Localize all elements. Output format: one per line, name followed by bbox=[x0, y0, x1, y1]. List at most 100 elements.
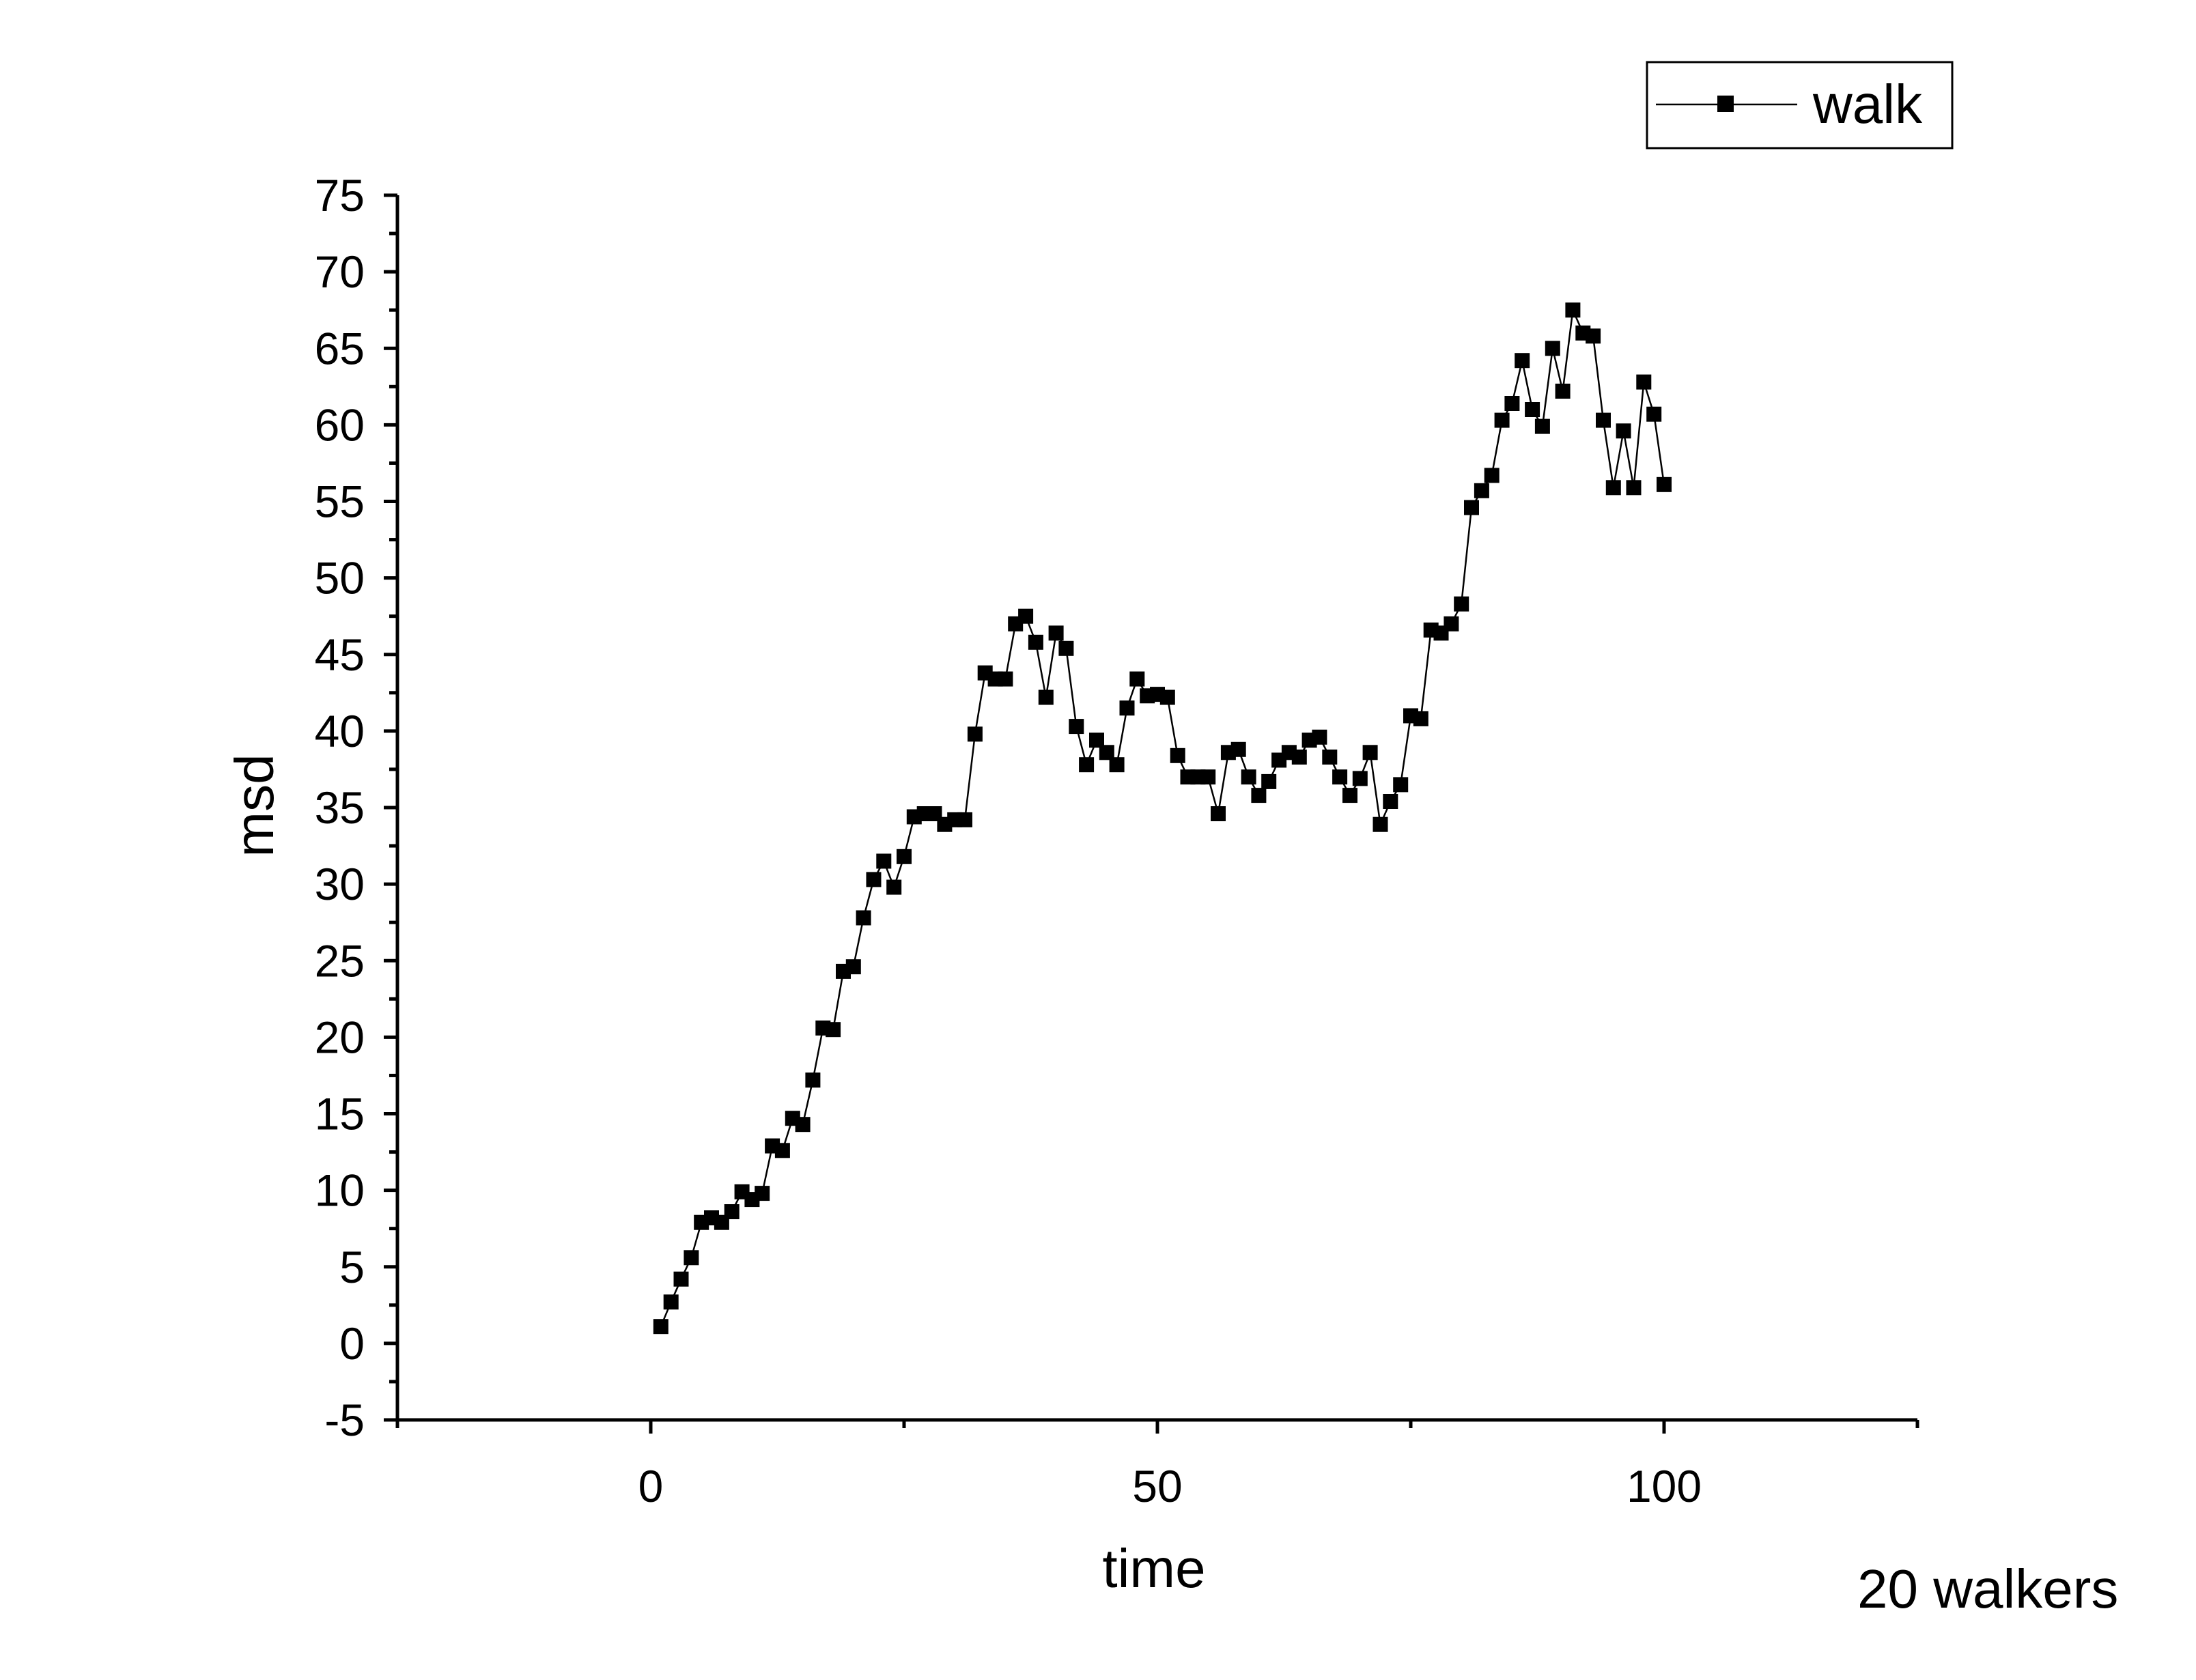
x-tick-label: 50 bbox=[1132, 1461, 1182, 1511]
data-point bbox=[897, 849, 912, 864]
y-tick-label: -5 bbox=[324, 1395, 365, 1445]
y-tick-label: 10 bbox=[315, 1165, 365, 1216]
data-point bbox=[1099, 745, 1114, 760]
data-point bbox=[1383, 794, 1398, 809]
data-point bbox=[1484, 468, 1500, 483]
y-tick-label: 15 bbox=[315, 1089, 365, 1139]
data-point bbox=[1636, 374, 1652, 390]
data-point bbox=[1079, 757, 1095, 773]
data-point bbox=[684, 1250, 699, 1266]
data-point bbox=[1342, 788, 1357, 803]
data-point bbox=[1241, 769, 1256, 785]
data-point bbox=[1626, 480, 1642, 496]
data-point bbox=[795, 1117, 811, 1133]
y-axis-title: msd bbox=[224, 754, 285, 857]
y-tick-label: 5 bbox=[339, 1242, 365, 1292]
data-point bbox=[805, 1072, 821, 1088]
data-point bbox=[1251, 788, 1267, 803]
y-tick-label: 20 bbox=[315, 1012, 365, 1062]
y-tick-label: 40 bbox=[315, 706, 365, 756]
data-point bbox=[1332, 769, 1348, 785]
data-point bbox=[845, 959, 861, 975]
data-point bbox=[1413, 711, 1428, 726]
x-axis-title: time bbox=[1102, 1538, 1205, 1599]
y-tick-label: 75 bbox=[315, 170, 365, 220]
data-point bbox=[1372, 816, 1388, 832]
data-point bbox=[1565, 302, 1581, 318]
data-point bbox=[1494, 412, 1510, 428]
data-point bbox=[673, 1271, 689, 1287]
y-tick-label: 45 bbox=[315, 629, 365, 680]
data-point bbox=[1261, 773, 1277, 789]
data-point bbox=[663, 1294, 679, 1310]
y-tick-label: 60 bbox=[315, 399, 365, 450]
data-point bbox=[886, 879, 902, 895]
data-point bbox=[1464, 500, 1479, 515]
y-tick-label: 25 bbox=[315, 935, 365, 986]
data-point bbox=[856, 910, 871, 926]
data-point bbox=[755, 1186, 770, 1201]
data-point bbox=[724, 1204, 740, 1219]
data-point bbox=[1657, 476, 1672, 492]
data-point bbox=[1444, 616, 1459, 631]
data-point bbox=[866, 872, 882, 887]
y-tick-label: 65 bbox=[315, 323, 365, 373]
data-point bbox=[1586, 328, 1601, 344]
data-point bbox=[1058, 640, 1074, 656]
data-point bbox=[1545, 341, 1560, 356]
data-point bbox=[1159, 689, 1175, 705]
x-tick-label: 0 bbox=[638, 1461, 664, 1511]
data-point bbox=[1352, 771, 1368, 786]
data-point bbox=[967, 726, 983, 742]
x-axis-ticks: 0 50 100 bbox=[395, 1420, 1919, 1511]
data-point bbox=[1170, 748, 1185, 763]
data-point bbox=[1109, 757, 1125, 773]
y-tick-label: 30 bbox=[315, 859, 365, 909]
series-walk bbox=[653, 302, 1672, 1335]
data-point bbox=[1454, 596, 1469, 612]
walkers-annotation: 20 walkers bbox=[1857, 1558, 2118, 1619]
data-point bbox=[998, 671, 1013, 687]
data-point bbox=[1515, 353, 1530, 369]
data-point bbox=[1038, 689, 1054, 705]
data-point bbox=[1230, 741, 1246, 757]
series-walk-line bbox=[660, 307, 1665, 1327]
data-point bbox=[1322, 750, 1338, 765]
data-point bbox=[1646, 406, 1662, 422]
data-point bbox=[1018, 608, 1034, 624]
y-tick-label: 70 bbox=[315, 246, 365, 297]
data-point bbox=[1555, 384, 1571, 399]
legend: walk bbox=[1646, 61, 1954, 150]
data-point bbox=[653, 1319, 668, 1335]
data-point bbox=[1069, 719, 1084, 735]
data-point bbox=[1616, 423, 1631, 439]
data-point bbox=[876, 853, 892, 869]
data-point bbox=[1362, 745, 1378, 760]
data-point bbox=[1048, 625, 1064, 641]
legend-entry-walk: walk bbox=[1812, 74, 1923, 134]
y-tick-label: 0 bbox=[339, 1318, 365, 1369]
x-tick-label: 100 bbox=[1627, 1461, 1702, 1511]
data-point bbox=[1129, 671, 1145, 687]
data-point bbox=[1596, 412, 1611, 428]
data-point bbox=[1525, 402, 1540, 417]
data-point bbox=[1089, 732, 1104, 748]
y-tick-label: 35 bbox=[315, 782, 365, 833]
data-point bbox=[826, 1022, 841, 1038]
data-point bbox=[1534, 418, 1550, 434]
legend-marker bbox=[1717, 96, 1734, 112]
data-point bbox=[957, 812, 972, 827]
data-point bbox=[1474, 483, 1489, 498]
series-walk-points bbox=[653, 302, 1672, 1335]
data-point bbox=[1211, 806, 1226, 821]
y-tick-label: 50 bbox=[315, 553, 365, 603]
data-point bbox=[774, 1143, 790, 1158]
data-point bbox=[1028, 634, 1043, 650]
data-point bbox=[1312, 729, 1327, 745]
data-point bbox=[1605, 480, 1621, 496]
data-point bbox=[1504, 396, 1520, 411]
data-point bbox=[1291, 750, 1307, 765]
y-tick-label: 55 bbox=[315, 476, 365, 527]
